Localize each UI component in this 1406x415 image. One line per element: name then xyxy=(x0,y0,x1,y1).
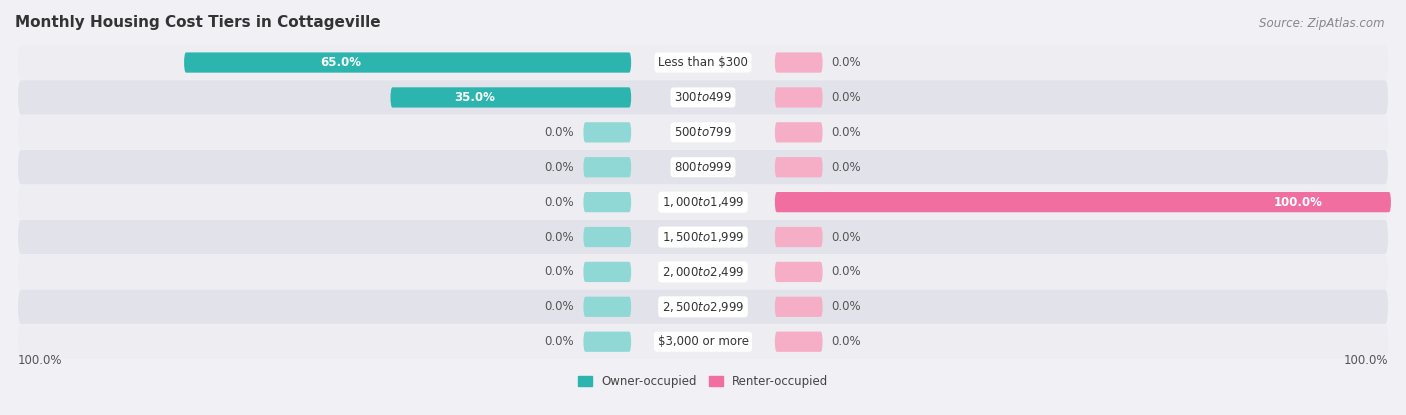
Text: 0.0%: 0.0% xyxy=(831,300,862,313)
Text: 0.0%: 0.0% xyxy=(831,266,862,278)
FancyBboxPatch shape xyxy=(18,255,1388,289)
FancyBboxPatch shape xyxy=(775,52,823,73)
FancyBboxPatch shape xyxy=(18,325,1388,359)
FancyBboxPatch shape xyxy=(583,157,631,177)
FancyBboxPatch shape xyxy=(583,122,631,142)
Text: 100.0%: 100.0% xyxy=(1274,195,1323,209)
FancyBboxPatch shape xyxy=(775,227,823,247)
Text: $2,000 to $2,499: $2,000 to $2,499 xyxy=(662,265,744,279)
Text: Less than $300: Less than $300 xyxy=(658,56,748,69)
Text: 35.0%: 35.0% xyxy=(454,91,495,104)
FancyBboxPatch shape xyxy=(18,220,1388,254)
Text: 0.0%: 0.0% xyxy=(831,230,862,244)
FancyBboxPatch shape xyxy=(583,227,631,247)
FancyBboxPatch shape xyxy=(18,150,1388,184)
FancyBboxPatch shape xyxy=(18,81,1388,115)
Text: $500 to $799: $500 to $799 xyxy=(673,126,733,139)
FancyBboxPatch shape xyxy=(583,332,631,352)
Text: $3,000 or more: $3,000 or more xyxy=(658,335,748,348)
Legend: Owner-occupied, Renter-occupied: Owner-occupied, Renter-occupied xyxy=(578,376,828,388)
FancyBboxPatch shape xyxy=(18,45,1388,80)
Text: Monthly Housing Cost Tiers in Cottageville: Monthly Housing Cost Tiers in Cottagevil… xyxy=(15,15,381,30)
FancyBboxPatch shape xyxy=(391,87,631,107)
Text: $1,500 to $1,999: $1,500 to $1,999 xyxy=(662,230,744,244)
Text: 0.0%: 0.0% xyxy=(544,266,575,278)
FancyBboxPatch shape xyxy=(775,297,823,317)
FancyBboxPatch shape xyxy=(775,192,1391,212)
Text: 0.0%: 0.0% xyxy=(544,195,575,209)
Text: Source: ZipAtlas.com: Source: ZipAtlas.com xyxy=(1260,17,1385,29)
Text: $300 to $499: $300 to $499 xyxy=(673,91,733,104)
FancyBboxPatch shape xyxy=(18,115,1388,149)
Text: $800 to $999: $800 to $999 xyxy=(673,161,733,174)
FancyBboxPatch shape xyxy=(184,52,631,73)
Text: $1,000 to $1,499: $1,000 to $1,499 xyxy=(662,195,744,209)
FancyBboxPatch shape xyxy=(775,332,823,352)
Text: 0.0%: 0.0% xyxy=(544,126,575,139)
FancyBboxPatch shape xyxy=(583,192,631,212)
Text: 0.0%: 0.0% xyxy=(544,230,575,244)
Text: 0.0%: 0.0% xyxy=(544,300,575,313)
FancyBboxPatch shape xyxy=(775,262,823,282)
Text: 100.0%: 100.0% xyxy=(18,354,62,367)
Text: 0.0%: 0.0% xyxy=(831,91,862,104)
Text: 0.0%: 0.0% xyxy=(831,56,862,69)
FancyBboxPatch shape xyxy=(583,297,631,317)
Text: $2,500 to $2,999: $2,500 to $2,999 xyxy=(662,300,744,314)
Text: 0.0%: 0.0% xyxy=(544,161,575,174)
Text: 0.0%: 0.0% xyxy=(831,126,862,139)
Text: 100.0%: 100.0% xyxy=(1344,354,1388,367)
FancyBboxPatch shape xyxy=(775,87,823,107)
Text: 0.0%: 0.0% xyxy=(831,161,862,174)
FancyBboxPatch shape xyxy=(583,262,631,282)
Text: 0.0%: 0.0% xyxy=(544,335,575,348)
FancyBboxPatch shape xyxy=(775,122,823,142)
Text: 65.0%: 65.0% xyxy=(321,56,361,69)
FancyBboxPatch shape xyxy=(18,290,1388,324)
FancyBboxPatch shape xyxy=(18,185,1388,219)
Text: 0.0%: 0.0% xyxy=(831,335,862,348)
FancyBboxPatch shape xyxy=(775,157,823,177)
